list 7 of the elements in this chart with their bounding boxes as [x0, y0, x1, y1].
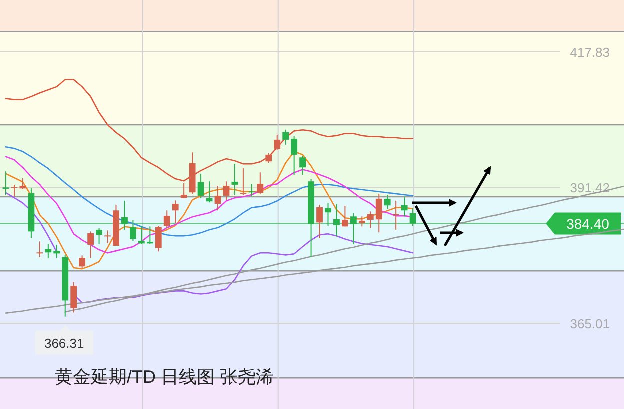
- ref-line-label: 384.40: [566, 216, 610, 232]
- ytick: 417.83: [570, 44, 610, 60]
- title: 黄金延期/TD 日线图 张尧浠: [55, 367, 274, 387]
- ytick: 365.01: [570, 316, 610, 332]
- ytick: 391.42: [570, 180, 610, 196]
- annotation: 366.31: [44, 336, 84, 351]
- annotation: 366.31: [35, 324, 94, 355]
